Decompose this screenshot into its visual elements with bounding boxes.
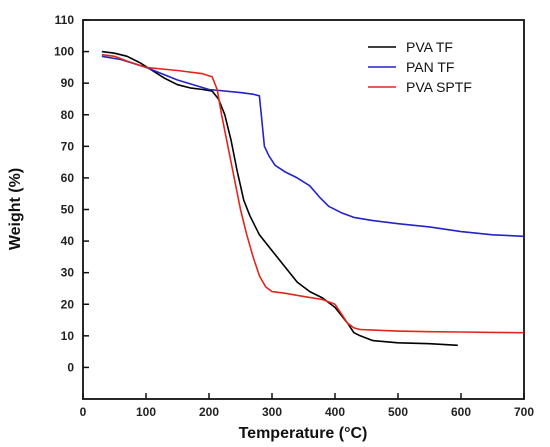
y-tick-label: 40	[61, 234, 75, 248]
x-tick-label: 400	[325, 405, 345, 419]
x-tick-label: 500	[388, 405, 408, 419]
x-tick-label: 100	[136, 405, 156, 419]
y-tick-label: 110	[55, 13, 75, 27]
y-tick-label: 20	[61, 297, 75, 311]
x-axis-title: Temperature (°C)	[239, 425, 368, 442]
x-tick-label: 300	[262, 405, 282, 419]
series-line-pan-tf	[101, 55, 525, 238]
legend: PVA TF PAN TF PVA SPTF	[368, 39, 472, 95]
x-tick-label: 600	[451, 405, 471, 419]
x-tick-label: 700	[514, 405, 534, 419]
y-axis-title: Weight (%)	[7, 168, 24, 250]
y-tick-label: 10	[61, 329, 75, 343]
y-tick-label: 80	[61, 108, 75, 122]
y-tick-label: 30	[61, 266, 75, 280]
legend-label-pva-sptf: PVA SPTF	[406, 79, 472, 95]
x-tick-label: 0	[80, 405, 87, 419]
y-tick-label: 50	[61, 203, 75, 217]
y-tick-label: 100	[54, 45, 74, 59]
x-tick-label: 200	[199, 405, 219, 419]
y-tick-label: 0	[67, 360, 74, 374]
axis-ticks	[82, 19, 525, 399]
plot-frame	[82, 19, 525, 400]
axis-tick-labels: 0 100 200 300 400 500 600 700 0 10 20 30 40 50 60 70 80 9…	[54, 13, 534, 419]
legend-label-pan-tf: PAN TF	[406, 59, 455, 75]
y-tick-label: 60	[61, 171, 75, 185]
legend-label-pva-tf: PVA TF	[406, 39, 453, 55]
y-tick-label: 90	[61, 76, 75, 90]
series-lines	[101, 50, 525, 347]
series-line-pva-tf	[101, 50, 458, 347]
y-tick-label: 70	[61, 139, 75, 153]
series-line-pva-sptf	[101, 53, 525, 334]
